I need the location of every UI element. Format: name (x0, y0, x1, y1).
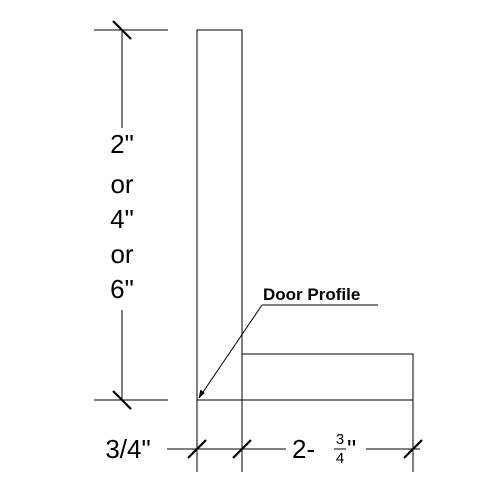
height-tick-bottom (112, 390, 132, 410)
width-tick-1 (187, 439, 207, 459)
callout-arrowhead-icon (198, 389, 205, 399)
width-label-numerator: 3 (336, 431, 344, 448)
width-label-denominator: 4 (336, 450, 344, 467)
width-label-whole: 2- (292, 434, 315, 464)
width-tick-3 (403, 439, 423, 459)
callout-leader (198, 304, 263, 399)
width-tick-2 (232, 439, 252, 459)
height-label-line-2: or (110, 169, 133, 199)
vertical-board (196, 29, 243, 401)
height-label-line-3: 4" (110, 204, 134, 234)
thickness-label: 3/4" (105, 434, 150, 464)
height-tick-top (112, 20, 132, 40)
callout-label: Door Profile (263, 285, 360, 304)
width-label-unit: " (347, 434, 356, 464)
height-label-line-1: 2" (110, 129, 134, 159)
horizontal-board (241, 353, 414, 401)
height-label-line-4: or (110, 239, 133, 269)
height-label-line-5: 6" (110, 274, 134, 304)
